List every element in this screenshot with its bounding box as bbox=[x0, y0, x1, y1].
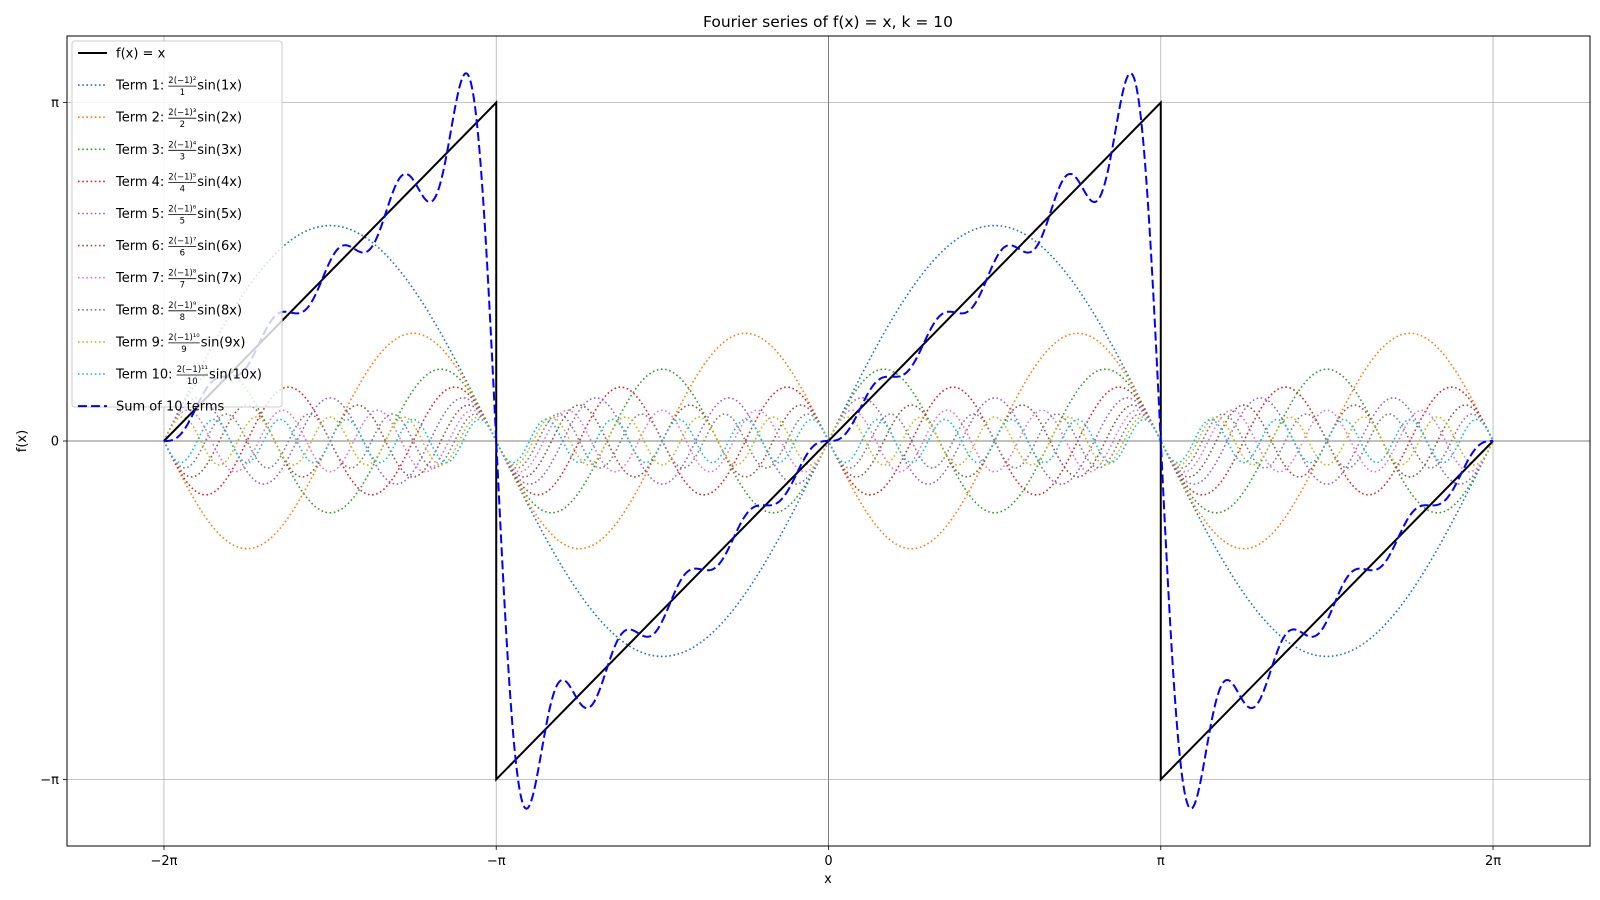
legend-frac-numerator: 2(−1)⁸ bbox=[168, 269, 197, 279]
legend-label: Term 1: bbox=[115, 79, 164, 94]
legend-label: Term 10: bbox=[115, 368, 173, 383]
legend: f(x) = x Term 1: 2(−1)² 1 sin(1x) Term 2: 2(−1… bbox=[71, 40, 283, 415]
legend-sin-text: sin(9x) bbox=[201, 335, 246, 350]
legend-frac-numerator: 2(−1)³ bbox=[168, 108, 196, 118]
legend-frac-denominator: 9 bbox=[181, 345, 186, 355]
series-layer bbox=[163, 72, 1494, 810]
series-sum bbox=[163, 72, 1494, 810]
legend-label: Term 5: bbox=[115, 207, 164, 222]
legend-label: Term 4: bbox=[115, 175, 164, 190]
legend-sin-text: sin(8x) bbox=[197, 303, 242, 318]
series-term-2 bbox=[163, 332, 1494, 550]
series-term-10 bbox=[163, 418, 1494, 464]
legend-frac-numerator: 2(−1)¹⁰ bbox=[168, 333, 200, 343]
legend-frac-numerator: 2(−1)⁴ bbox=[168, 140, 197, 150]
x-tick-label: π bbox=[1157, 854, 1165, 869]
legend-frac-numerator: 2(−1)¹¹ bbox=[177, 365, 208, 375]
legend-label: Term 9: bbox=[115, 335, 164, 350]
legend-label: f(x) = x bbox=[116, 47, 166, 62]
legend-sin-text: sin(1x) bbox=[197, 79, 242, 94]
legend-sin-text: sin(4x) bbox=[197, 175, 242, 190]
legend-label: Term 6: bbox=[115, 239, 164, 254]
y-tick-label: π bbox=[51, 96, 59, 111]
legend-sin-text: sin(2x) bbox=[197, 111, 242, 126]
legend-frame bbox=[71, 40, 283, 408]
legend-frac-denominator: 4 bbox=[180, 184, 185, 194]
chart-title: Fourier series of f(x) = x, k = 10 bbox=[703, 13, 953, 31]
legend-sin-text: sin(5x) bbox=[197, 207, 242, 222]
legend-frac-denominator: 3 bbox=[180, 152, 185, 162]
legend-frac-numerator: 2(−1)⁹ bbox=[168, 301, 197, 311]
legend-frac-denominator: 6 bbox=[180, 249, 185, 259]
legend-sin-text: sin(6x) bbox=[197, 239, 242, 254]
legend-frac-denominator: 5 bbox=[180, 217, 185, 227]
legend-frac-numerator: 2(−1)⁶ bbox=[168, 205, 197, 215]
legend-frac-denominator: 8 bbox=[180, 313, 185, 323]
legend-frac-denominator: 1 bbox=[180, 88, 185, 98]
y-axis-label: f(x) bbox=[15, 430, 30, 452]
legend-label: Term 8: bbox=[115, 303, 164, 318]
legend-sin-text: sin(7x) bbox=[197, 271, 242, 286]
y-tick-label: −π bbox=[40, 773, 59, 788]
legend-label: Sum of 10 terms bbox=[116, 400, 224, 415]
series-term-4 bbox=[163, 386, 1494, 496]
series-term-9 bbox=[163, 416, 1494, 466]
legend-frac-numerator: 2(−1)⁷ bbox=[168, 237, 197, 247]
legend-sin-text: sin(10x) bbox=[209, 368, 262, 383]
x-tick-label: 2π bbox=[1485, 854, 1501, 869]
legend-frac-denominator: 2 bbox=[180, 120, 185, 130]
x-tick-label: 0 bbox=[824, 854, 832, 869]
x-axis-ticks: −2π −π 0 π 2π bbox=[150, 846, 1501, 869]
legend-label: Term 3: bbox=[115, 143, 164, 158]
legend-frac-numerator: 2(−1)⁵ bbox=[168, 172, 196, 182]
x-tick-label: −π bbox=[487, 854, 506, 869]
series-term-8 bbox=[163, 413, 1494, 469]
legend-frac-denominator: 10 bbox=[187, 377, 198, 387]
legend-frac-numerator: 2(−1)² bbox=[168, 76, 196, 86]
legend-label: Term 7: bbox=[115, 271, 164, 286]
plot-area bbox=[66, 35, 1591, 847]
legend-label: Term 2: bbox=[115, 111, 164, 126]
y-tick-label: 0 bbox=[51, 435, 59, 450]
x-axis-label: x bbox=[824, 872, 832, 887]
legend-sin-text: sin(3x) bbox=[197, 143, 242, 158]
x-tick-label: −2π bbox=[150, 854, 177, 869]
y-axis-ticks: π 0 −π bbox=[40, 96, 67, 788]
legend-frac-denominator: 7 bbox=[180, 281, 185, 291]
